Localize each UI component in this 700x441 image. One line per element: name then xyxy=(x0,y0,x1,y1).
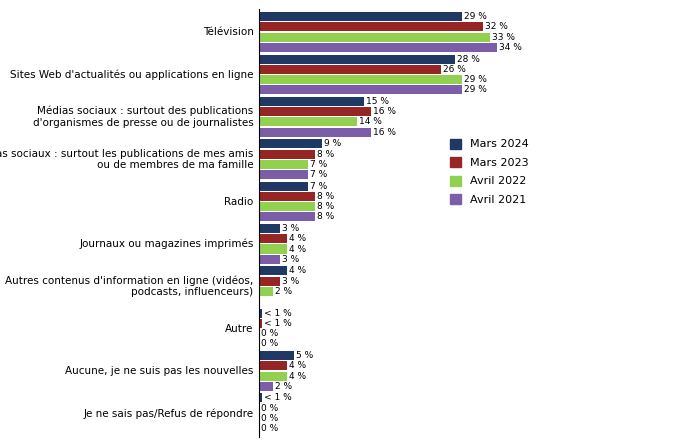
Bar xyxy=(259,75,462,84)
Bar xyxy=(259,117,357,127)
Bar xyxy=(259,22,483,31)
Text: 16 %: 16 % xyxy=(372,107,396,116)
Bar xyxy=(259,202,315,211)
Text: 33 %: 33 % xyxy=(491,33,514,42)
Bar xyxy=(259,361,287,370)
Bar xyxy=(259,351,294,360)
Bar xyxy=(259,372,287,381)
Text: < 1 %: < 1 % xyxy=(263,393,291,403)
Bar xyxy=(259,192,315,201)
Text: 14 %: 14 % xyxy=(358,117,382,127)
Text: 4 %: 4 % xyxy=(288,234,306,243)
Text: 34 %: 34 % xyxy=(498,43,522,52)
Text: < 1 %: < 1 % xyxy=(263,309,291,318)
Text: < 1 %: < 1 % xyxy=(263,319,291,328)
Bar xyxy=(259,139,322,148)
Text: 29 %: 29 % xyxy=(463,12,486,21)
Bar xyxy=(259,393,262,403)
Text: 8 %: 8 % xyxy=(316,213,334,221)
Text: 3 %: 3 % xyxy=(281,224,299,233)
Text: 4 %: 4 % xyxy=(288,266,306,275)
Text: 29 %: 29 % xyxy=(463,75,486,84)
Bar xyxy=(259,65,441,74)
Bar xyxy=(259,170,308,179)
Bar xyxy=(259,244,287,254)
Text: 29 %: 29 % xyxy=(463,86,486,94)
Bar xyxy=(259,287,273,296)
Bar xyxy=(259,224,280,233)
Text: 2 %: 2 % xyxy=(274,382,292,391)
Bar xyxy=(259,255,280,264)
Bar xyxy=(259,213,315,221)
Text: 8 %: 8 % xyxy=(316,192,334,201)
Bar xyxy=(259,266,287,275)
Text: 3 %: 3 % xyxy=(281,277,299,286)
Text: 28 %: 28 % xyxy=(456,55,480,64)
Text: 26 %: 26 % xyxy=(442,65,466,74)
Text: 7 %: 7 % xyxy=(309,170,327,179)
Text: 8 %: 8 % xyxy=(316,202,334,211)
Text: 4 %: 4 % xyxy=(288,361,306,370)
Text: 9 %: 9 % xyxy=(323,139,341,148)
Text: 15 %: 15 % xyxy=(365,97,389,106)
Text: 32 %: 32 % xyxy=(484,22,508,31)
Bar xyxy=(259,234,287,243)
Text: 2 %: 2 % xyxy=(274,287,292,296)
Text: 7 %: 7 % xyxy=(309,160,327,169)
Bar xyxy=(259,85,462,94)
Bar xyxy=(259,149,315,159)
Text: 3 %: 3 % xyxy=(281,255,299,264)
Bar xyxy=(259,160,308,169)
Bar xyxy=(259,319,262,328)
Text: 0 %: 0 % xyxy=(260,340,278,348)
Bar xyxy=(259,277,280,286)
Bar xyxy=(259,309,262,318)
Text: 0 %: 0 % xyxy=(260,414,278,423)
Text: 0 %: 0 % xyxy=(260,404,278,413)
Bar xyxy=(259,182,308,191)
Bar xyxy=(259,12,462,21)
Text: 0 %: 0 % xyxy=(260,424,278,433)
Text: 5 %: 5 % xyxy=(295,351,313,360)
Text: 7 %: 7 % xyxy=(309,182,327,191)
Bar xyxy=(259,43,497,52)
Legend: Mars 2024, Mars 2023, Avril 2022, Avril 2021: Mars 2024, Mars 2023, Avril 2022, Avril … xyxy=(446,134,533,209)
Bar xyxy=(259,97,364,106)
Text: 8 %: 8 % xyxy=(316,149,334,159)
Bar xyxy=(259,382,273,391)
Bar xyxy=(259,55,455,64)
Bar xyxy=(259,128,371,137)
Text: 4 %: 4 % xyxy=(288,244,306,254)
Text: 0 %: 0 % xyxy=(260,329,278,338)
Bar xyxy=(259,33,490,42)
Text: 16 %: 16 % xyxy=(372,128,396,137)
Text: 4 %: 4 % xyxy=(288,372,306,381)
Bar xyxy=(259,107,371,116)
